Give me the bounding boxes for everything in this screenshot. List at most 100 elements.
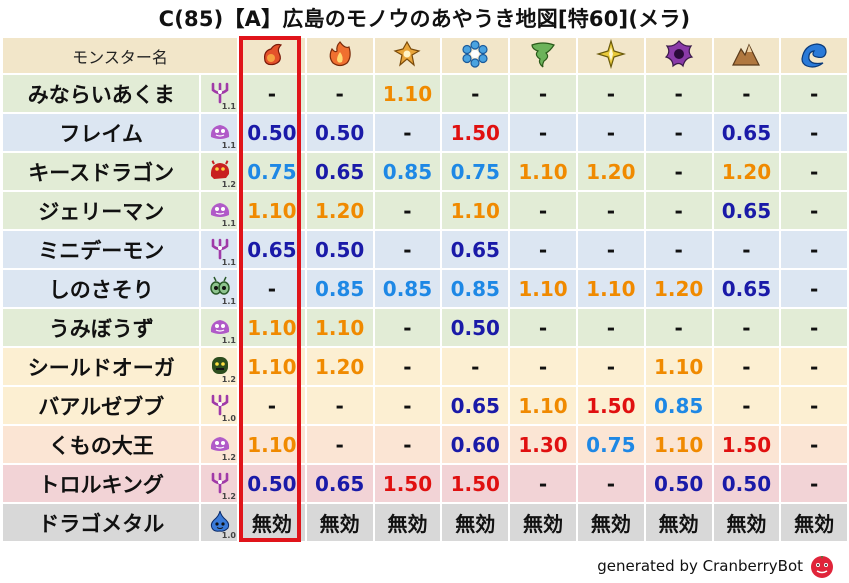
resistance-value: 0.50 — [644, 464, 714, 504]
resistance-value: 1.10 — [305, 308, 375, 348]
monster-icon-cell: 1.1 — [200, 269, 239, 309]
resistance-value: 無効 — [237, 503, 307, 543]
resistance-value: - — [509, 230, 578, 270]
monster-level: 1.1 — [221, 297, 236, 306]
resistance-value: - — [509, 464, 578, 504]
resistance-value: - — [780, 74, 849, 114]
resistance-value: - — [576, 74, 646, 114]
resistance-value: - — [780, 152, 849, 192]
resistance-value: - — [305, 386, 375, 426]
resistance-value: - — [373, 386, 443, 426]
ogre-icon — [212, 357, 229, 374]
element-header-6 — [576, 38, 646, 75]
resistance-value: 0.50 — [441, 308, 511, 348]
resistance-value: 1.50 — [576, 386, 646, 426]
resistance-value: - — [780, 425, 849, 465]
monster-level: 1.1 — [221, 258, 236, 267]
element-header-1 — [237, 38, 307, 75]
resistance-value: - — [780, 308, 849, 348]
monster-icon-cell: 1.2 — [200, 425, 239, 465]
resistance-value: 1.20 — [644, 269, 714, 309]
resistance-value: 1.10 — [373, 74, 443, 114]
resistance-value: - — [509, 113, 578, 153]
monster-level: 1.2 — [221, 180, 236, 189]
monster-level: 1.1 — [221, 219, 236, 228]
resistance-value: 無効 — [373, 503, 443, 543]
resistance-value: 0.65 — [441, 230, 511, 270]
resistance-value: - — [780, 191, 849, 231]
resistance-value: - — [509, 308, 578, 348]
resistance-value: 無効 — [644, 503, 714, 543]
resistance-value: 0.60 — [441, 425, 511, 465]
resistance-value: 1.50 — [441, 464, 511, 504]
resistance-value: 1.10 — [237, 425, 307, 465]
table-body: みならいあくま 1.1- -1.10- - - - - - フレイム 1.1 0.50 0.50-1.… — [3, 74, 849, 543]
wind-icon — [531, 41, 555, 67]
monster-name: うみぼうず — [3, 308, 202, 348]
resistance-value: - — [576, 464, 646, 504]
resistance-value: 1.10 — [509, 386, 578, 426]
resistance-value: - — [237, 269, 307, 309]
monster-level: 1.2 — [221, 375, 236, 384]
resistance-value: - — [644, 308, 714, 348]
element-header-3 — [373, 38, 443, 75]
resistance-value: 1.10 — [237, 191, 307, 231]
resistance-value: 無効 — [712, 503, 782, 543]
monster-name: ミニデーモン — [3, 230, 202, 270]
monster-name: キースドラゴン — [3, 152, 202, 192]
resistance-value: 1.10 — [576, 269, 646, 309]
monster-level: 1.1 — [221, 102, 236, 111]
resistance-value: 1.20 — [712, 152, 782, 192]
resistance-value: 0.75 — [441, 152, 511, 192]
resistance-value: 1.10 — [441, 191, 511, 231]
table-row: ジェリーマン 1.1 1.10 1.20-1.10- - -0.65- — [3, 191, 849, 231]
table-row: みならいあくま 1.1- -1.10- - - - - - — [3, 74, 849, 114]
resistance-value: - — [237, 74, 307, 114]
resistance-value: - — [712, 386, 782, 426]
resistance-value: 1.10 — [644, 425, 714, 465]
slime-icon — [211, 437, 230, 451]
resistance-value: 1.10 — [644, 347, 714, 387]
water-icon — [801, 42, 827, 68]
demon-icon — [212, 472, 229, 494]
slime-icon — [211, 125, 230, 139]
monster-icon-cell: 1.1 — [200, 308, 239, 348]
table-row: うみぼうず 1.1 1.10 1.10-0.50- - - - - — [3, 308, 849, 348]
resistance-table: モンスター名 みならいあくま 1.1- -1.10- - - - - - フレイム 1.1 0.50… — [3, 38, 849, 543]
metal-slime-icon — [211, 510, 230, 532]
demon-icon — [212, 82, 229, 104]
resistance-value: 1.20 — [305, 191, 375, 231]
table-row: ミニデーモン 1.1 0.65 0.50-0.65- - - - - — [3, 230, 849, 270]
resistance-value: - — [373, 308, 443, 348]
resistance-value: - — [373, 191, 443, 231]
resistance-value: 無効 — [780, 503, 849, 543]
resistance-value: - — [576, 113, 646, 153]
page-title: C(85)【A】広島のモノウのあやうき地図[特60](メラ) — [158, 7, 691, 31]
resistance-value: 0.65 — [712, 191, 782, 231]
element-header-4 — [441, 38, 511, 75]
resistance-value: - — [305, 425, 375, 465]
resistance-value: 無効 — [576, 503, 646, 543]
resistance-value: - — [780, 347, 849, 387]
resistance-value: - — [780, 113, 849, 153]
resistance-value: - — [712, 308, 782, 348]
resistance-value: 0.65 — [712, 269, 782, 309]
monster-name: フレイム — [3, 113, 202, 153]
resistance-value: - — [237, 386, 307, 426]
resistance-value: 1.10 — [509, 152, 578, 192]
resistance-value: - — [780, 464, 849, 504]
resistance-value: 0.65 — [441, 386, 511, 426]
resistance-value: 0.50 — [237, 464, 307, 504]
monster-icon-cell: 1.2 — [200, 152, 239, 192]
monster-level: 1.1 — [221, 141, 236, 150]
resistance-value: - — [373, 347, 443, 387]
table-row: バアルゼブブ 1.0- - -0.65 1.10 1.50 0.85- - — [3, 386, 849, 426]
resistance-value: 無効 — [305, 503, 375, 543]
resistance-value: 1.10 — [237, 347, 307, 387]
monster-icon-cell: 1.2 — [200, 464, 239, 504]
table-row: キースドラゴン 1.2 0.75 0.65 0.85 0.75 1.10 1.20-1.20- — [3, 152, 849, 192]
monster-icon-cell: 1.1 — [200, 230, 239, 270]
resistance-value: 0.50 — [305, 230, 375, 270]
demon-icon — [212, 394, 229, 416]
monster-icon-cell: 1.0 — [200, 386, 239, 426]
